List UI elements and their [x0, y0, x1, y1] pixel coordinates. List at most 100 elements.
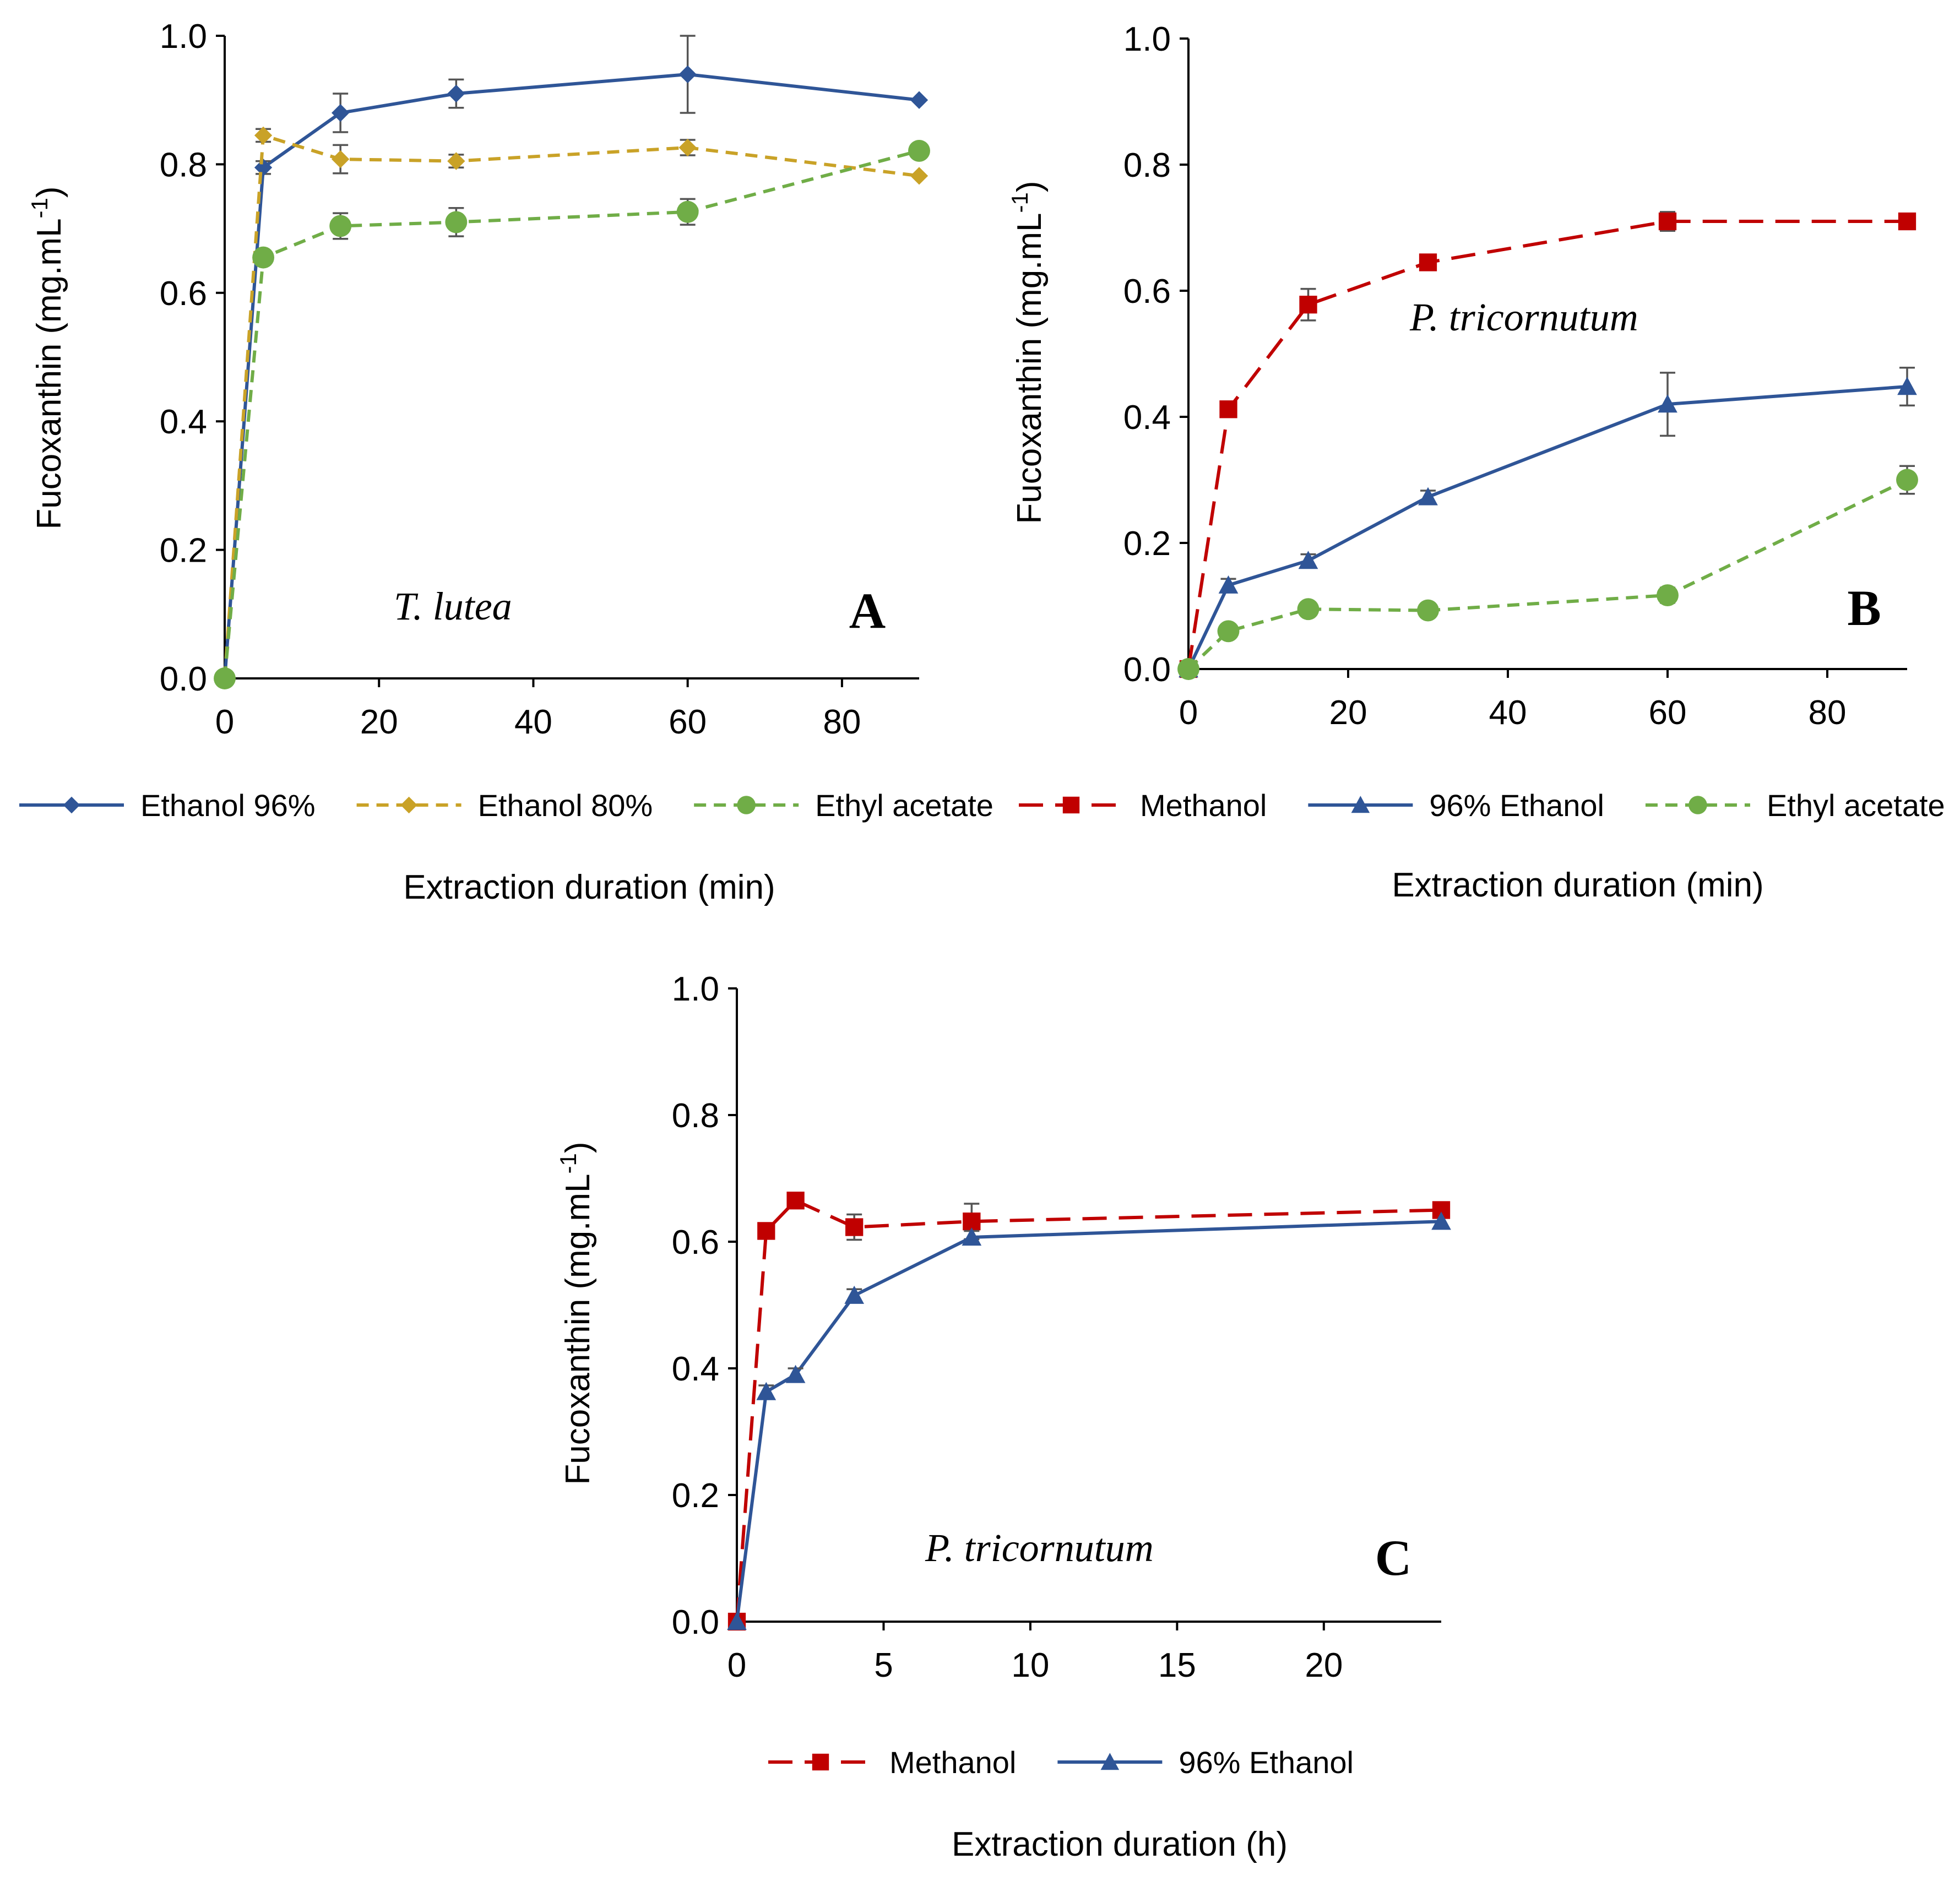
- y-tick-label: 0.8: [160, 146, 207, 184]
- x-tick-label: 40: [1489, 694, 1527, 732]
- x-tick-label: 5: [874, 1646, 893, 1684]
- series-line: [223, 133, 920, 679]
- y-tick-label: 1.0: [1123, 20, 1171, 58]
- x-tick-label: 60: [1649, 694, 1687, 732]
- x-tick-label: 40: [514, 703, 552, 741]
- y-tick-label: 0.4: [672, 1350, 719, 1388]
- y-axis-title-superscript: -1: [26, 198, 52, 218]
- legend-marker: [400, 796, 417, 814]
- legend-marker: [1062, 796, 1080, 814]
- y-axis-title-superscript: -1: [555, 1153, 581, 1173]
- data-point: [910, 91, 929, 109]
- data-point: [447, 84, 465, 103]
- x-tick-label: 60: [669, 703, 707, 741]
- legend-label: 96% Ethanol: [1429, 788, 1604, 823]
- panel-c: 0.0 0.2 0.4 0.6 0.8 1.0 0 5 10 15 20 Fucoxanthin (m…: [555, 970, 1451, 1863]
- y-axis-title-close: ): [1011, 181, 1049, 192]
- species-annotation: P. tricornutum: [1409, 295, 1638, 339]
- x-tick-label: 0: [215, 703, 234, 741]
- x-tick-label: 0: [727, 1646, 746, 1684]
- y-axis-title-close: ): [30, 186, 68, 198]
- legend-label: Methanol: [1140, 788, 1267, 823]
- y-tick-label: 0.0: [160, 660, 207, 698]
- data-point: [1657, 584, 1679, 606]
- y-axis-title: Fucoxanthin (mg.mL-1): [1007, 181, 1049, 524]
- x-tick-label: 20: [360, 703, 398, 741]
- series-line: [735, 1199, 1442, 1622]
- data-point: [908, 139, 930, 162]
- data-point: [1417, 599, 1439, 622]
- y-axis-title-text: Fucoxanthin (mg.mL: [30, 218, 68, 529]
- data-point: [963, 1213, 981, 1231]
- y-tick-label: 0.2: [1123, 525, 1171, 563]
- data-point: [1419, 253, 1437, 271]
- legend-label: Ethanol 80%: [478, 788, 653, 823]
- x-tick-label: 20: [1329, 694, 1367, 732]
- panel-a: 0.0 0.2 0.4 0.6 0.8 1.0 0 20 40 60 80 Fucoxanthin (…: [19, 18, 993, 906]
- data-point: [1431, 1211, 1451, 1230]
- data-point: [332, 104, 350, 122]
- series-line: [1187, 478, 1908, 671]
- data-point: [757, 1222, 775, 1240]
- x-axis-title: Extraction duration (min): [403, 868, 775, 906]
- legend-label: Methanol: [889, 1745, 1016, 1780]
- series-line: [223, 149, 920, 679]
- y-tick-label: 0.2: [160, 532, 207, 570]
- y-tick-label: 0.8: [672, 1097, 719, 1135]
- y-axis-title: Fucoxanthin (mg.mL-1): [26, 186, 68, 529]
- data-point: [1219, 400, 1237, 418]
- series-line: [1187, 385, 1908, 670]
- data-point: [727, 1612, 747, 1630]
- data-point: [1896, 469, 1918, 491]
- panel-letter: B: [1847, 580, 1881, 636]
- series-line: [223, 73, 920, 679]
- y-tick-label: 0.0: [1123, 651, 1171, 689]
- data-point: [1897, 377, 1917, 395]
- legend-label: 96% Ethanol: [1179, 1745, 1354, 1780]
- data-point: [845, 1218, 864, 1236]
- legend-marker: [63, 796, 80, 814]
- y-tick-label: 1.0: [160, 18, 207, 56]
- y-axis-title: Fucoxanthin (mg.mL-1): [555, 1141, 597, 1485]
- data-point: [214, 667, 236, 689]
- x-tick-label: 10: [1011, 1646, 1049, 1684]
- data-point: [329, 215, 352, 237]
- data-point: [1658, 212, 1677, 231]
- y-axis-title-close: ): [559, 1141, 597, 1153]
- data-point: [785, 1364, 806, 1383]
- y-tick-label: 0.4: [1123, 399, 1171, 437]
- panel-letter: C: [1375, 1530, 1411, 1586]
- x-tick-label: 0: [1179, 694, 1198, 732]
- x-tick-label: 80: [1809, 694, 1847, 732]
- legend-marker: [812, 1753, 829, 1771]
- y-axis-title-superscript: -1: [1007, 192, 1033, 213]
- data-point: [1898, 212, 1916, 231]
- data-point: [844, 1285, 865, 1304]
- legend-label: Ethyl acetate: [815, 788, 993, 823]
- data-point: [254, 126, 273, 145]
- data-point: [678, 65, 697, 84]
- data-point: [1298, 551, 1318, 569]
- data-point: [252, 246, 275, 269]
- species-annotation: P. tricornutum: [925, 1526, 1154, 1570]
- x-axis-title: Extraction duration (min): [1392, 866, 1763, 904]
- data-point: [447, 152, 465, 170]
- y-tick-label: 0.2: [672, 1477, 719, 1515]
- data-point: [676, 200, 699, 223]
- data-point: [1297, 598, 1320, 621]
- y-tick-label: 1.0: [672, 970, 719, 1008]
- legend-marker: [1688, 796, 1707, 814]
- data-point: [756, 1382, 777, 1400]
- data-point: [1218, 575, 1239, 594]
- data-point: [254, 159, 273, 177]
- data-point: [1299, 296, 1317, 314]
- x-tick-label: 20: [1305, 1646, 1343, 1684]
- x-tick-label: 80: [823, 703, 861, 741]
- y-axis-title-text: Fucoxanthin (mg.mL: [1011, 213, 1049, 524]
- data-point: [1217, 620, 1240, 643]
- series-line: [735, 1220, 1442, 1622]
- y-axis-title-text: Fucoxanthin (mg.mL: [559, 1173, 597, 1485]
- data-point: [910, 167, 929, 185]
- data-point: [1177, 658, 1199, 680]
- y-tick-label: 0.6: [672, 1224, 719, 1262]
